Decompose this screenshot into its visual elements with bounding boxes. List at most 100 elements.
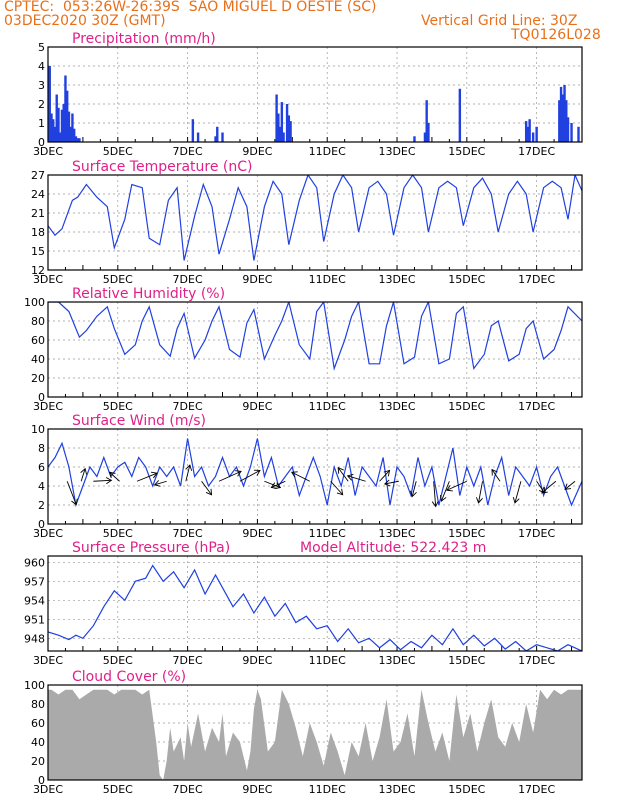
wind-vector: [514, 481, 522, 503]
wind-vector-head: [108, 471, 116, 479]
precip-bar: [72, 128, 76, 142]
wind-vector: [564, 480, 576, 490]
rh-y-tick-label: 60: [31, 334, 45, 347]
pres-line: [48, 564, 582, 651]
precip-bar: [76, 138, 79, 142]
pres-x-tick-label: 5DEC: [103, 654, 133, 667]
wind-title: Surface Wind (m/s): [72, 413, 206, 429]
wind-vector: [446, 480, 468, 491]
temp-y-tick-label: 24: [31, 188, 45, 201]
wind-y-tick-label: 8: [38, 442, 45, 455]
cloud-y-tick-label: 60: [31, 717, 45, 730]
wind-x-tick-label: 11DEC: [309, 527, 346, 540]
precip-bar: [282, 132, 285, 142]
precip-bar: [425, 100, 428, 142]
wind-vector-head: [185, 464, 193, 471]
wind-vector: [379, 470, 390, 482]
cloud-x-tick-label: 9DEC: [242, 783, 272, 796]
pres-data: [48, 564, 582, 651]
rh-y-tick-label: 80: [31, 315, 45, 328]
wind-y-tick-label: 4: [38, 480, 45, 493]
temp-y-tick-label: 27: [31, 169, 45, 182]
pres-x-tick-label: 11DEC: [309, 654, 346, 667]
precip-bar: [57, 107, 60, 142]
precip-bar: [528, 119, 531, 142]
precip-x-tick-label: 11DEC: [309, 145, 346, 158]
pres-y-tick-label: 951: [24, 613, 45, 626]
header-datetime: 03DEC2020 30Z (GMT): [4, 13, 166, 29]
precip-bar: [53, 126, 57, 142]
wind-vector: [201, 480, 212, 496]
wind-y-tick-label: 2: [38, 499, 45, 512]
cloud-y-tick-label: 80: [31, 698, 45, 711]
wind-y-tick-label: 6: [38, 461, 45, 474]
temp-y-tick-label: 15: [31, 245, 45, 258]
pres-panel: 948 951 954 957 960 3DEC 5DEC 7DEC 9DEC 11DEC 13DE…: [24, 540, 583, 667]
precip-bar: [289, 121, 292, 142]
cloud-panel: 0 20 40 60 80 100 3DEC 5DEC 7DEC 9DEC 11DEC 13DEC 15…: [24, 669, 583, 796]
wind-vector: [330, 480, 344, 496]
precip-title: Precipitation (mm/h): [72, 31, 216, 47]
pres-x-tick-label: 7DEC: [173, 654, 203, 667]
wind-vector-head: [346, 473, 354, 481]
precip-bar: [423, 132, 427, 142]
wind-x-tick-label: 5DEC: [103, 527, 133, 540]
wind-vector: [264, 480, 281, 488]
wind-vector-head: [205, 488, 213, 496]
wind-x-tick-label: 17DEC: [518, 527, 555, 540]
wind-x-tick-label: 9DEC: [242, 527, 272, 540]
cloud-x-tick-label: 5DEC: [103, 783, 133, 796]
wind-vector: [109, 471, 120, 482]
wind-vector: [136, 472, 158, 482]
precip-y-tick-label: 2: [38, 98, 45, 111]
wind-line: [48, 438, 582, 508]
wind-vector: [384, 480, 399, 485]
pres-y-tick-label: 960: [24, 556, 45, 569]
cloud-x-tick-label: 3DEC: [33, 783, 63, 796]
precip-bar: [559, 86, 563, 142]
precip-bar: [55, 94, 58, 142]
wind-vector-head: [270, 482, 278, 489]
cloud-y-tick-label: 40: [31, 736, 45, 749]
pres-y-tick-label: 957: [24, 575, 45, 588]
rh-x-tick-label: 11DEC: [309, 400, 346, 413]
pres-x-tick-label: 3DEC: [33, 654, 63, 667]
precip-bar: [535, 126, 538, 142]
precip-bar: [60, 109, 64, 142]
temp-y-tick-label: 18: [31, 226, 45, 239]
precip-bar: [570, 123, 573, 142]
rh-y-tick-label: 40: [31, 353, 45, 366]
wind-x-tick-label: 3DEC: [33, 527, 63, 540]
wind-vector: [218, 470, 242, 482]
wind-data: [48, 438, 582, 508]
precip-data: [48, 66, 580, 142]
precip-bar: [214, 136, 217, 142]
precip-bar: [277, 113, 280, 142]
cloud-title: Cloud Cover (%): [72, 669, 186, 685]
rh-x-tick-label: 7DEC: [173, 400, 203, 413]
precip-x-tick-label: 9DEC: [242, 145, 272, 158]
precip-bar: [62, 104, 65, 142]
rh-data: [48, 302, 582, 371]
cloud-y-tick-label: 20: [31, 755, 45, 768]
precip-bar: [196, 132, 200, 142]
pres-x-tick-label: 15DEC: [448, 654, 485, 667]
temp-x-tick-label: 7DEC: [173, 273, 203, 286]
wind-x-tick-label: 13DEC: [378, 527, 415, 540]
cloud-frame: [47, 684, 583, 781]
header-model-id: TQ0126L028: [511, 27, 601, 43]
precip-bar: [65, 90, 69, 142]
cloud-x-tick-label: 13DEC: [378, 783, 415, 796]
precip-bar: [561, 94, 565, 142]
rh-y-tick-label: 0: [38, 391, 45, 404]
pres-x-tick-label: 9DEC: [242, 654, 272, 667]
rh-title: Relative Humidity (%): [72, 286, 225, 302]
precip-bar: [524, 121, 528, 142]
wind-vector-head: [151, 471, 158, 479]
wind-vector-head: [383, 479, 391, 487]
wind-y-tick-label: 10: [31, 423, 45, 436]
wind-vector-head: [337, 467, 344, 474]
wind-vector: [337, 467, 349, 482]
wind-x-tick-label: 7DEC: [173, 527, 203, 540]
temp-data: [48, 175, 582, 261]
